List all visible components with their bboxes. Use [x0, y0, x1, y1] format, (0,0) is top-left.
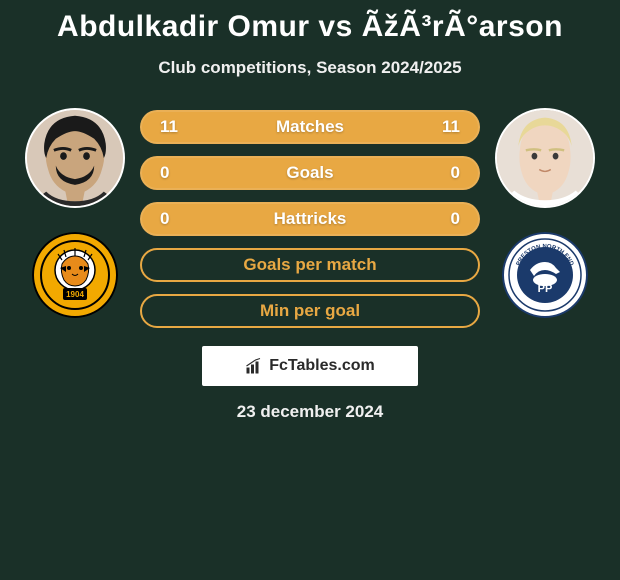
- left-player-column: 1904: [10, 108, 140, 318]
- stat-left-value: 0: [160, 163, 184, 183]
- stat-left-value: 11: [160, 117, 184, 137]
- stat-row-goals: 0 Goals 0: [140, 156, 480, 190]
- comparison-area: 1904 11 Matches 11 0 Goals 0 0 Hattricks…: [0, 108, 620, 328]
- stat-row-hattricks: 0 Hattricks 0: [140, 202, 480, 236]
- stat-right-value: 11: [436, 117, 460, 137]
- right-club-badge: PP PRESTON NORTH END: [502, 232, 588, 318]
- comparison-card: Abdulkadir Omur vs ÃžÃ³rÃ°arson Club com…: [0, 0, 620, 422]
- right-player-column: PP PRESTON NORTH END: [480, 108, 610, 318]
- bar-chart-icon: [245, 357, 263, 375]
- stat-row-goals-per-match: Goals per match: [140, 248, 480, 282]
- brand-label: FcTables.com: [269, 357, 375, 375]
- left-club-badge-icon: 1904: [32, 232, 118, 318]
- stat-label: Hattricks: [184, 209, 436, 229]
- stat-left-value: 0: [160, 209, 184, 229]
- stats-column: 11 Matches 11 0 Goals 0 0 Hattricks 0 Go…: [140, 108, 480, 328]
- right-club-initials: PP: [538, 283, 553, 295]
- stat-row-min-per-goal: Min per goal: [140, 294, 480, 328]
- left-club-year: 1904: [66, 290, 84, 299]
- page-title: Abdulkadir Omur vs ÃžÃ³rÃ°arson: [47, 10, 573, 44]
- stat-right-value: 0: [436, 209, 460, 229]
- brand-box[interactable]: FcTables.com: [202, 346, 418, 386]
- right-club-badge-icon: PP PRESTON NORTH END: [502, 232, 588, 318]
- stat-label: Min per goal: [184, 301, 436, 321]
- stat-label: Matches: [184, 117, 436, 137]
- stat-label: Goals per match: [184, 255, 436, 275]
- stat-label: Goals: [184, 163, 436, 183]
- right-player-portrait-icon: [497, 110, 593, 206]
- left-player-portrait-icon: [27, 110, 123, 206]
- page-subtitle: Club competitions, Season 2024/2025: [158, 58, 461, 78]
- right-player-avatar: [495, 108, 595, 208]
- stat-right-value: 0: [436, 163, 460, 183]
- left-player-avatar: [25, 108, 125, 208]
- left-club-badge: 1904: [32, 232, 118, 318]
- stat-row-matches: 11 Matches 11: [140, 110, 480, 144]
- date-label: 23 december 2024: [237, 402, 384, 422]
